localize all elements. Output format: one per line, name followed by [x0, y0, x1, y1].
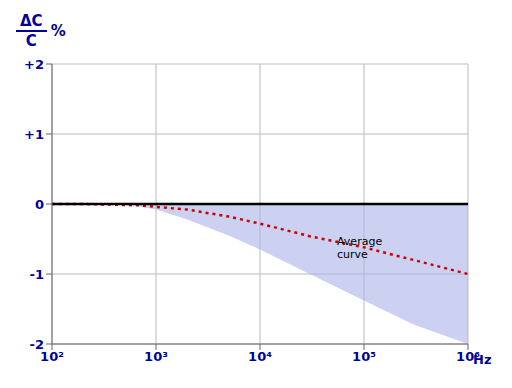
svg-text:Hz: Hz	[473, 352, 491, 367]
svg-text:-1: -1	[30, 267, 44, 282]
svg-text:10²: 10²	[40, 349, 64, 365]
svg-text:10⁴: 10⁴	[248, 349, 272, 364]
html-text:C: C	[25, 32, 37, 50]
svg-text:+1: +1	[24, 127, 44, 142]
html-text:ΔC: ΔC	[20, 12, 43, 30]
svg-text:10⁵: 10⁵	[352, 349, 376, 364]
svg-text:10³: 10³	[144, 349, 168, 364]
svg-text:0: 0	[35, 197, 44, 212]
svg-text:-2: -2	[30, 337, 44, 352]
svg-text:10⁶: 10⁶	[456, 349, 480, 365]
svg-text:Averagecurve: Averagecurve	[337, 235, 382, 261]
svg-text:+2: +2	[24, 57, 44, 72]
